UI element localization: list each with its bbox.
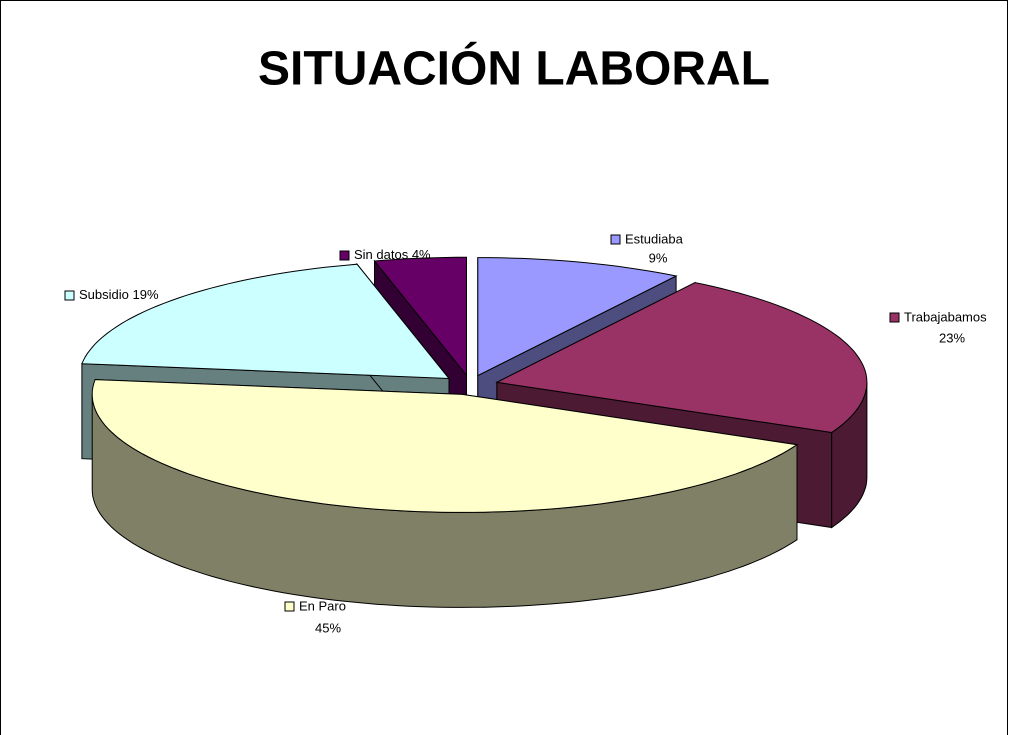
- value-label: 9%: [649, 250, 668, 265]
- legend-swatch: [64, 290, 75, 301]
- legend-swatch: [610, 234, 621, 245]
- slice-top: [373, 256, 467, 377]
- data-label: Sin datos 4%: [354, 247, 431, 262]
- slice-top: [495, 282, 868, 434]
- value-label: 19%: [133, 287, 159, 302]
- legend-swatch: [339, 250, 350, 261]
- category-label: En Paro: [299, 598, 346, 613]
- data-label: Subsidio 19%: [79, 287, 159, 302]
- legend-swatch: [284, 601, 295, 612]
- category-label: Subsidio: [79, 287, 129, 302]
- value-label: 4%: [412, 247, 431, 262]
- slice-top: [91, 379, 799, 513]
- category-label: Trabajabamos: [904, 309, 987, 324]
- category-label: Sin datos: [354, 247, 409, 262]
- slice-top: [81, 263, 451, 380]
- slice-top: [477, 257, 678, 377]
- legend-swatch: [889, 312, 900, 323]
- value-label: 23%: [939, 330, 965, 345]
- chart-title: SITUACIÓN LABORAL: [258, 41, 770, 96]
- category-label: Estudiaba: [625, 231, 684, 246]
- slice: [91, 379, 799, 608]
- value-label: 45%: [315, 620, 341, 635]
